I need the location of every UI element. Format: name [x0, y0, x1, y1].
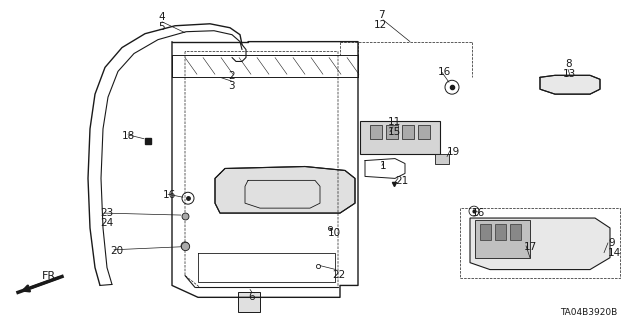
Polygon shape	[540, 75, 600, 94]
Polygon shape	[470, 218, 610, 270]
Text: 1: 1	[380, 160, 387, 171]
Bar	[510, 224, 521, 240]
Text: 3: 3	[228, 81, 235, 91]
Text: 14: 14	[608, 248, 621, 258]
Text: 2: 2	[228, 71, 235, 81]
Text: 22: 22	[332, 270, 345, 279]
Text: 18: 18	[122, 131, 135, 141]
Text: 16: 16	[438, 67, 451, 78]
Text: 23: 23	[100, 208, 113, 218]
Text: 16: 16	[163, 190, 176, 200]
Bar	[360, 121, 440, 154]
Text: 13: 13	[563, 69, 576, 79]
Text: FR.: FR.	[42, 271, 60, 281]
Bar	[495, 224, 506, 240]
Text: 20: 20	[110, 246, 123, 256]
Text: 5: 5	[158, 22, 164, 32]
Bar	[238, 293, 260, 312]
Text: 15: 15	[388, 127, 401, 137]
Bar	[402, 125, 414, 139]
Text: 21: 21	[395, 176, 408, 186]
Text: 7: 7	[378, 10, 385, 20]
Bar	[370, 125, 382, 139]
Text: 24: 24	[100, 218, 113, 228]
Text: 4: 4	[158, 12, 164, 22]
Bar	[386, 125, 398, 139]
Bar	[480, 224, 491, 240]
Bar	[435, 154, 449, 164]
Bar	[475, 220, 530, 258]
Text: 17: 17	[524, 242, 537, 252]
Text: 19: 19	[447, 147, 460, 157]
Bar	[418, 125, 430, 139]
Text: TA04B3920B: TA04B3920B	[560, 308, 617, 317]
Polygon shape	[215, 167, 355, 213]
Text: 9: 9	[608, 238, 614, 248]
Text: 6: 6	[248, 293, 255, 302]
Text: 8: 8	[565, 59, 572, 70]
Text: 10: 10	[328, 228, 341, 238]
Text: 12: 12	[374, 20, 387, 30]
Text: 11: 11	[388, 117, 401, 127]
Text: 16: 16	[472, 208, 485, 218]
